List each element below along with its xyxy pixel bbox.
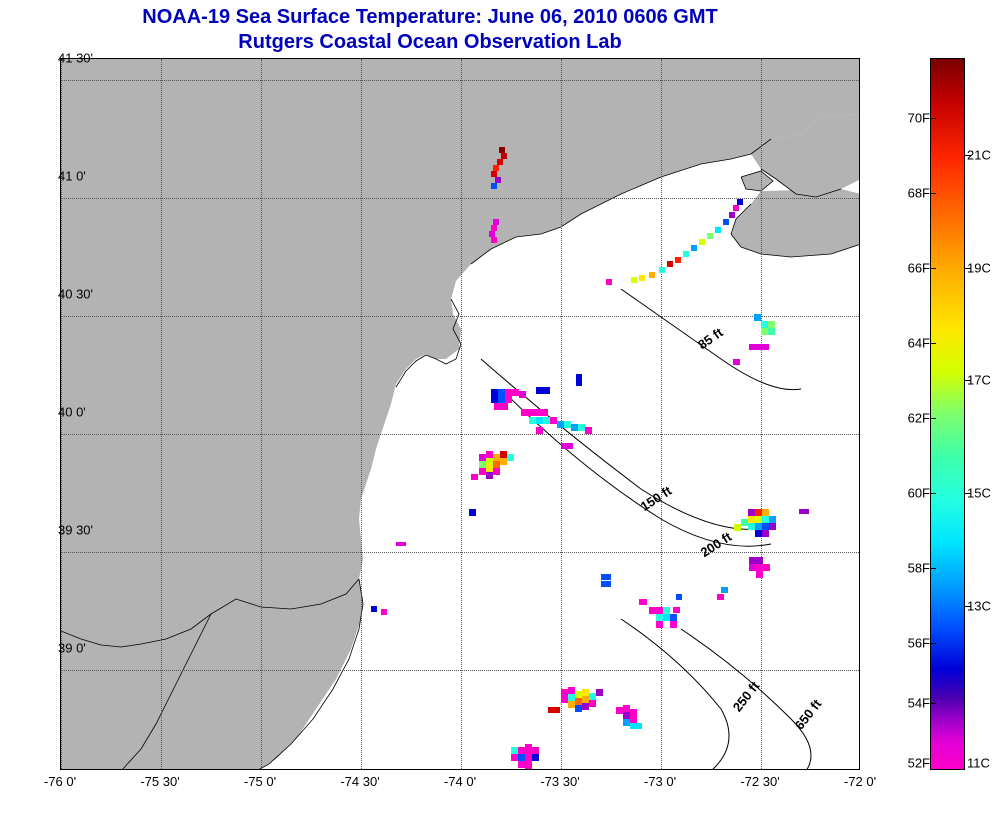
title-line2: Rutgers Coastal Ocean Observation Lab (0, 31, 860, 54)
x-label-6: -73 0' (644, 774, 676, 789)
cb-c-19: 19C (967, 261, 991, 276)
y-label-3: 40 0' (58, 405, 86, 420)
colorbar-gradient (930, 58, 965, 770)
y-label-2: 40 30' (58, 287, 93, 302)
x-label-0: -76 0' (44, 774, 76, 789)
title-line1: NOAA-19 Sea Surface Temperature: June 06… (0, 6, 860, 29)
cb-f-66: 66F (905, 261, 930, 276)
sst-map-page: NOAA-19 Sea Surface Temperature: June 06… (0, 0, 1008, 817)
y-label-5: 39 0' (58, 641, 86, 656)
cb-f-70: 70F (905, 111, 930, 126)
cb-f-64: 64F (905, 336, 930, 351)
colorbar-legend[interactable]: 70F 68F 66F 64F 62F 60F 58F 56F 54F 52F … (905, 58, 965, 770)
title-block: NOAA-19 Sea Surface Temperature: June 06… (0, 6, 860, 54)
sst-map[interactable]: 85 ft 150 ft 200 ft 250 ft 650 ft (60, 58, 860, 770)
cb-f-54: 54F (905, 696, 930, 711)
y-label-0: 41 30' (58, 51, 93, 66)
cb-f-52: 52F (905, 756, 930, 771)
x-label-1: -75 30' (140, 774, 179, 789)
x-label-3: -74 30' (340, 774, 379, 789)
cb-f-68: 68F (905, 186, 930, 201)
cb-f-58: 58F (905, 561, 930, 576)
cb-c-21: 21C (967, 148, 991, 163)
cb-f-60: 60F (905, 486, 930, 501)
x-label-5: -73 30' (540, 774, 579, 789)
cb-c-11: 11C (967, 756, 990, 771)
y-label-4: 39 30' (58, 523, 93, 538)
cb-c-13: 13C (967, 599, 991, 614)
y-label-1: 41 0' (58, 169, 86, 184)
cb-c-17: 17C (967, 373, 991, 388)
cb-f-56: 56F (905, 636, 930, 651)
x-label-2: -75 0' (244, 774, 276, 789)
x-label-7: -72 30' (740, 774, 779, 789)
cb-c-15: 15C (967, 486, 991, 501)
cb-f-62: 62F (905, 411, 930, 426)
x-label-8: -72 0' (844, 774, 876, 789)
sst-data-layer (61, 59, 860, 770)
x-label-4: -74 0' (444, 774, 476, 789)
